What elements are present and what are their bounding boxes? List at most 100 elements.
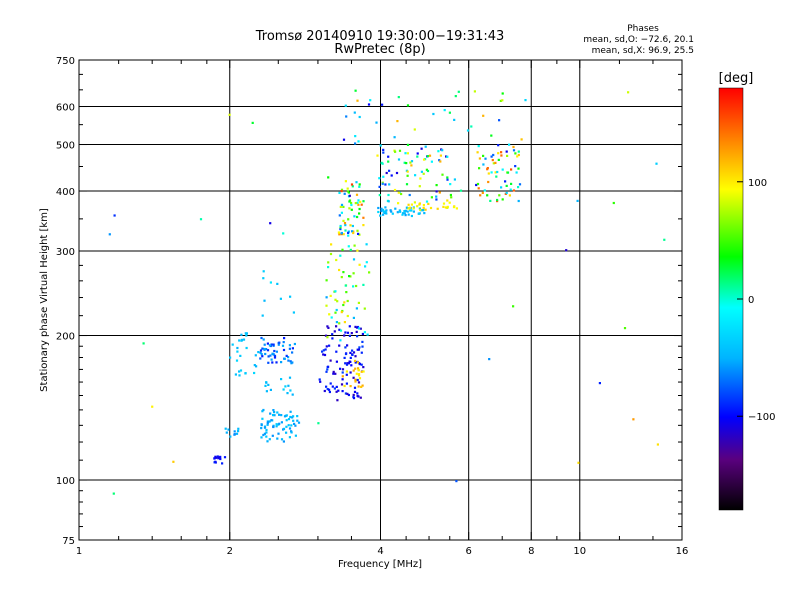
data-point [347,245,350,248]
data-point [267,361,270,364]
data-point [215,456,218,459]
data-point [293,342,296,346]
data-point [277,343,280,346]
data-point [404,209,407,212]
data-point [345,382,348,385]
data-point [352,231,355,235]
data-point [335,390,338,393]
data-point [280,421,283,424]
data-point [509,188,512,191]
data-point [338,328,341,331]
data-point [263,299,266,302]
data-point [334,298,337,301]
data-point [414,174,417,177]
data-point [444,206,447,209]
data-point [448,111,451,114]
data-point [387,155,390,158]
data-point [269,222,272,225]
data-point [323,389,326,393]
data-point [388,183,391,186]
data-point [385,171,388,175]
data-point [362,366,365,369]
data-point [445,155,448,158]
data-point [338,268,341,272]
data-point [357,199,360,202]
data-point [257,351,260,354]
data-point [348,325,351,328]
data-point [466,129,470,132]
data-point [487,180,490,184]
data-point [363,331,366,334]
data-point [239,354,242,357]
colorbar-ticks: 100 0 −100 [737,178,775,423]
data-point [497,158,500,161]
data-point [390,210,393,213]
data-point [358,327,361,330]
data-point [244,372,247,375]
data-point [341,368,345,371]
data-point [348,200,351,203]
data-point [438,191,441,194]
data-point [267,383,270,386]
data-point [390,174,393,177]
data-point [213,461,216,464]
data-point [384,210,387,213]
data-point [333,387,336,390]
data-point [446,199,449,202]
data-point [416,205,419,208]
data-point [435,184,438,187]
x-tick-label: 4 [377,546,383,557]
data-point [324,334,328,337]
data-point [459,189,463,192]
data-point [481,191,484,194]
data-point [577,461,580,464]
data-point [339,224,342,228]
data-point [242,338,246,341]
data-point [281,344,285,347]
data-point [272,344,275,347]
data-point [358,185,361,188]
data-point [356,201,359,204]
data-point [339,205,342,208]
data-point [276,437,279,440]
data-point [289,295,292,298]
data-point [441,173,444,176]
data-point [260,436,263,439]
y-axis-label: Stationary phase Virtual Height [km] [39,208,50,392]
data-point [356,361,359,364]
data-point [265,348,268,351]
data-point [426,155,429,158]
data-point [276,282,279,285]
data-point [508,143,511,146]
data-point [288,344,291,347]
data-point [292,419,295,422]
data-point [397,191,400,194]
data-point [505,191,508,195]
data-point [325,385,328,388]
data-point [262,270,265,273]
data-point [359,200,362,203]
data-point [341,390,344,393]
data-point [381,103,384,106]
data-point [238,339,241,342]
data-point [282,341,285,344]
data-point [277,341,280,345]
y-tick-label: 300 [56,247,75,258]
data-point [516,155,519,158]
data-point [517,153,520,157]
data-point [356,335,359,338]
colorbar-tick-label: −100 [748,412,775,423]
data-point [394,207,397,210]
data-point [385,212,388,215]
data-point [338,214,341,217]
data-point [655,162,658,165]
data-point [358,363,361,366]
data-point [353,244,356,247]
data-point [350,364,353,367]
data-points [108,89,666,495]
data-point [408,193,411,197]
data-point [260,336,263,340]
data-point [477,187,480,190]
data-point [406,170,409,173]
data-point [429,206,433,210]
